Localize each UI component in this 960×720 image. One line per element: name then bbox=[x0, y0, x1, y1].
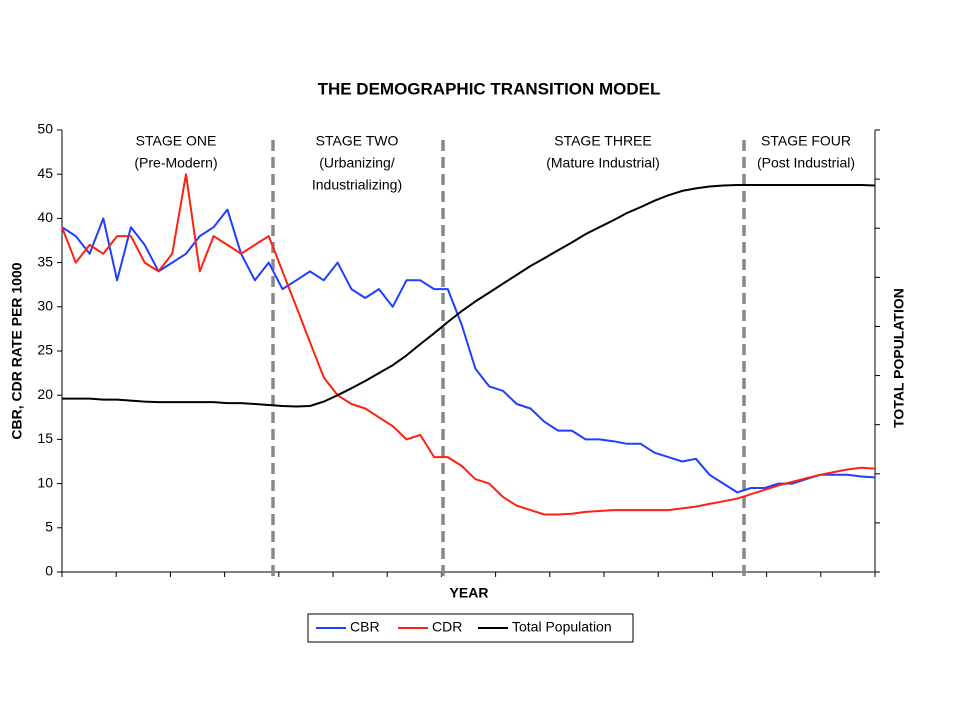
stage-label: STAGE ONE bbox=[136, 133, 217, 149]
series-line bbox=[61, 173, 876, 516]
y2-axis-label: TOTAL POPULATION bbox=[891, 288, 907, 428]
y-tick-label: 45 bbox=[37, 165, 53, 181]
legend-label: CBR bbox=[350, 619, 380, 635]
y-tick-label: 20 bbox=[37, 386, 53, 402]
y-tick-label: 30 bbox=[37, 298, 53, 314]
chart-title: THE DEMOGRAPHIC TRANSITION MODEL bbox=[318, 79, 661, 98]
stage-label: (Post Industrial) bbox=[757, 155, 855, 171]
y-tick-label: 40 bbox=[37, 209, 53, 225]
y-tick-label: 50 bbox=[37, 121, 53, 137]
stage-label: (Mature Industrial) bbox=[546, 155, 660, 171]
stage-label: STAGE FOUR bbox=[761, 133, 851, 149]
stage-label: Industrializing) bbox=[312, 177, 402, 193]
y-tick-label: 5 bbox=[45, 519, 53, 535]
y-tick-label: 10 bbox=[37, 474, 53, 490]
stage-label: STAGE TWO bbox=[316, 133, 399, 149]
legend-label: CDR bbox=[432, 619, 462, 635]
stage-label: (Urbanizing/ bbox=[319, 155, 395, 171]
series-line bbox=[62, 184, 876, 408]
legend-label: Total Population bbox=[512, 619, 612, 635]
x-axis-label: YEAR bbox=[450, 585, 489, 601]
stage-label: STAGE THREE bbox=[554, 133, 652, 149]
y-tick-label: 0 bbox=[45, 563, 53, 579]
y-tick-label: 35 bbox=[37, 253, 53, 269]
series-line bbox=[61, 208, 876, 494]
legend-box bbox=[307, 613, 634, 643]
y-tick-label: 15 bbox=[37, 430, 53, 446]
y-tick-label: 25 bbox=[37, 342, 53, 358]
y-axis-label: CBR, CDR RATE PER 1000 bbox=[9, 262, 25, 439]
stage-label: (Pre-Modern) bbox=[134, 155, 217, 171]
